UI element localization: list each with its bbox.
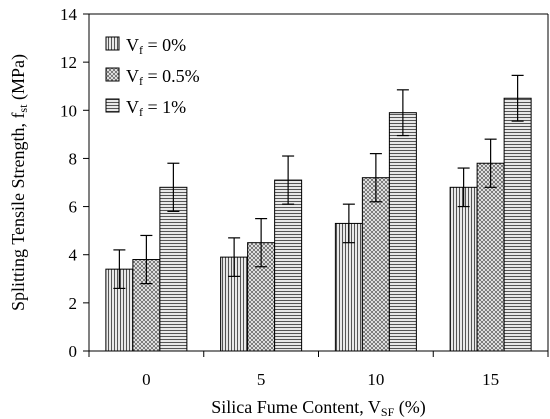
bar xyxy=(388,112,417,352)
y-tick-label: 14 xyxy=(60,5,78,24)
legend-label: Vf = 0% xyxy=(126,35,186,57)
y-tick-label: 8 xyxy=(69,149,78,168)
x-tick-label: 15 xyxy=(482,370,499,389)
bar xyxy=(274,179,303,352)
y-tick-label: 10 xyxy=(60,101,77,120)
legend-label: Vf = 0.5% xyxy=(126,66,200,88)
x-axis-title: Silica Fume Content, VSF (%) xyxy=(211,397,426,419)
y-tick-label: 2 xyxy=(69,294,78,313)
bar xyxy=(476,162,505,352)
y-tick-label: 0 xyxy=(69,342,78,361)
bar xyxy=(503,97,532,352)
legend-swatch xyxy=(105,67,120,82)
y-axis-title: Splitting Tensile Strength, fst (MPa) xyxy=(8,54,30,311)
x-tick-label: 0 xyxy=(142,370,151,389)
y-tick-label: 12 xyxy=(60,53,77,72)
plot-area: 0 2 4 6 8 10 12 14 0 5 10 15 Vf = 0% Vf = 0.5% Vf = 1%… xyxy=(8,5,549,419)
bar xyxy=(334,222,363,352)
x-tick-label: 5 xyxy=(257,370,266,389)
y-tick-label: 4 xyxy=(69,246,78,265)
x-tick-label: 10 xyxy=(367,370,384,389)
y-tick-label: 6 xyxy=(69,198,78,217)
legend-label: Vf = 1% xyxy=(126,97,186,119)
legend-swatch xyxy=(105,36,120,51)
bar xyxy=(159,186,188,352)
legend-swatch xyxy=(105,98,120,113)
bar xyxy=(449,186,478,352)
bar xyxy=(361,177,390,352)
